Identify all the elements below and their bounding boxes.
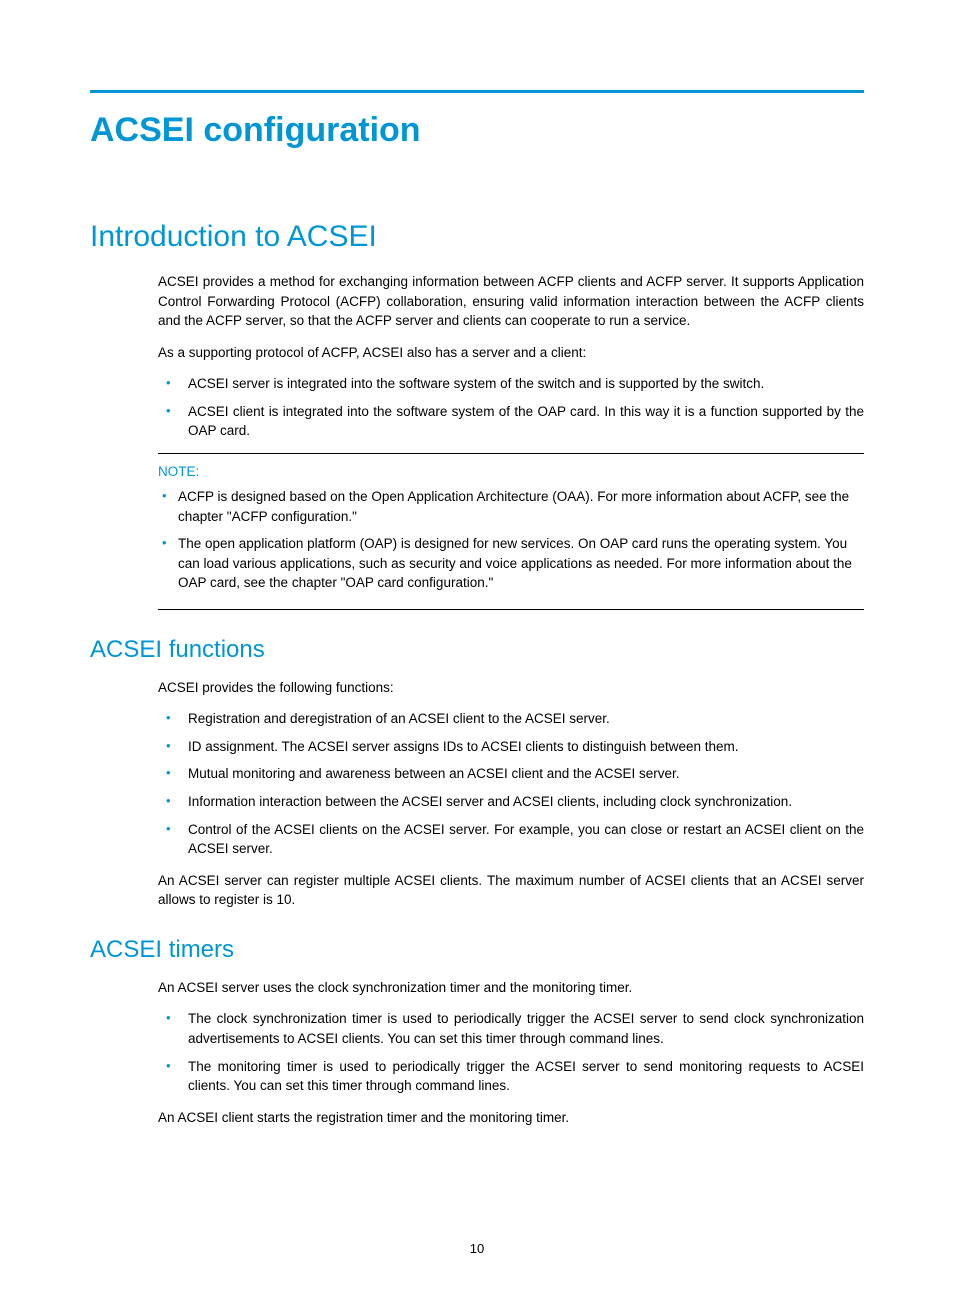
list-item: ID assignment. The ACSEI server assigns …: [158, 737, 864, 757]
list-item: ACSEI client is integrated into the soft…: [158, 402, 864, 441]
note-box: NOTE: ACFP is designed based on the Open…: [158, 453, 864, 610]
intro-bullet-list: ACSEI server is integrated into the soft…: [158, 374, 864, 441]
list-item: Registration and deregistration of an AC…: [158, 709, 864, 729]
list-item: Control of the ACSEI clients on the ACSE…: [158, 820, 864, 859]
section-intro-heading: Introduction to ACSEI: [90, 220, 864, 254]
functions-para-2: An ACSEI server can register multiple AC…: [158, 871, 864, 910]
list-item: The open application platform (OAP) is d…: [158, 534, 864, 593]
section-timers-heading: ACSEI timers: [90, 936, 864, 964]
functions-para-1: ACSEI provides the following functions:: [158, 678, 864, 698]
list-item: ACSEI server is integrated into the soft…: [158, 374, 864, 394]
list-item: Mutual monitoring and awareness between …: [158, 764, 864, 784]
section-timers-body: An ACSEI server uses the clock synchroni…: [158, 978, 864, 1127]
section-functions-body: ACSEI provides the following functions: …: [158, 678, 864, 910]
note-bullet-list: ACFP is designed based on the Open Appli…: [158, 487, 864, 593]
timers-para-1: An ACSEI server uses the clock synchroni…: [158, 978, 864, 998]
list-item: Information interaction between the ACSE…: [158, 792, 864, 812]
page-number: 10: [0, 1241, 954, 1256]
intro-para-1: ACSEI provides a method for exchanging i…: [158, 272, 864, 331]
section-functions-heading: ACSEI functions: [90, 636, 864, 664]
functions-bullet-list: Registration and deregistration of an AC…: [158, 709, 864, 858]
intro-para-2: As a supporting protocol of ACFP, ACSEI …: [158, 343, 864, 363]
note-label: NOTE:: [158, 464, 864, 479]
page-title-h1: ACSEI configuration: [90, 111, 864, 150]
list-item: The monitoring timer is used to periodic…: [158, 1057, 864, 1096]
list-item: ACFP is designed based on the Open Appli…: [158, 487, 864, 526]
section-intro-body: ACSEI provides a method for exchanging i…: [158, 272, 864, 610]
top-rule: [90, 90, 864, 93]
timers-para-2: An ACSEI client starts the registration …: [158, 1108, 864, 1128]
list-item: The clock synchronization timer is used …: [158, 1009, 864, 1048]
timers-bullet-list: The clock synchronization timer is used …: [158, 1009, 864, 1095]
